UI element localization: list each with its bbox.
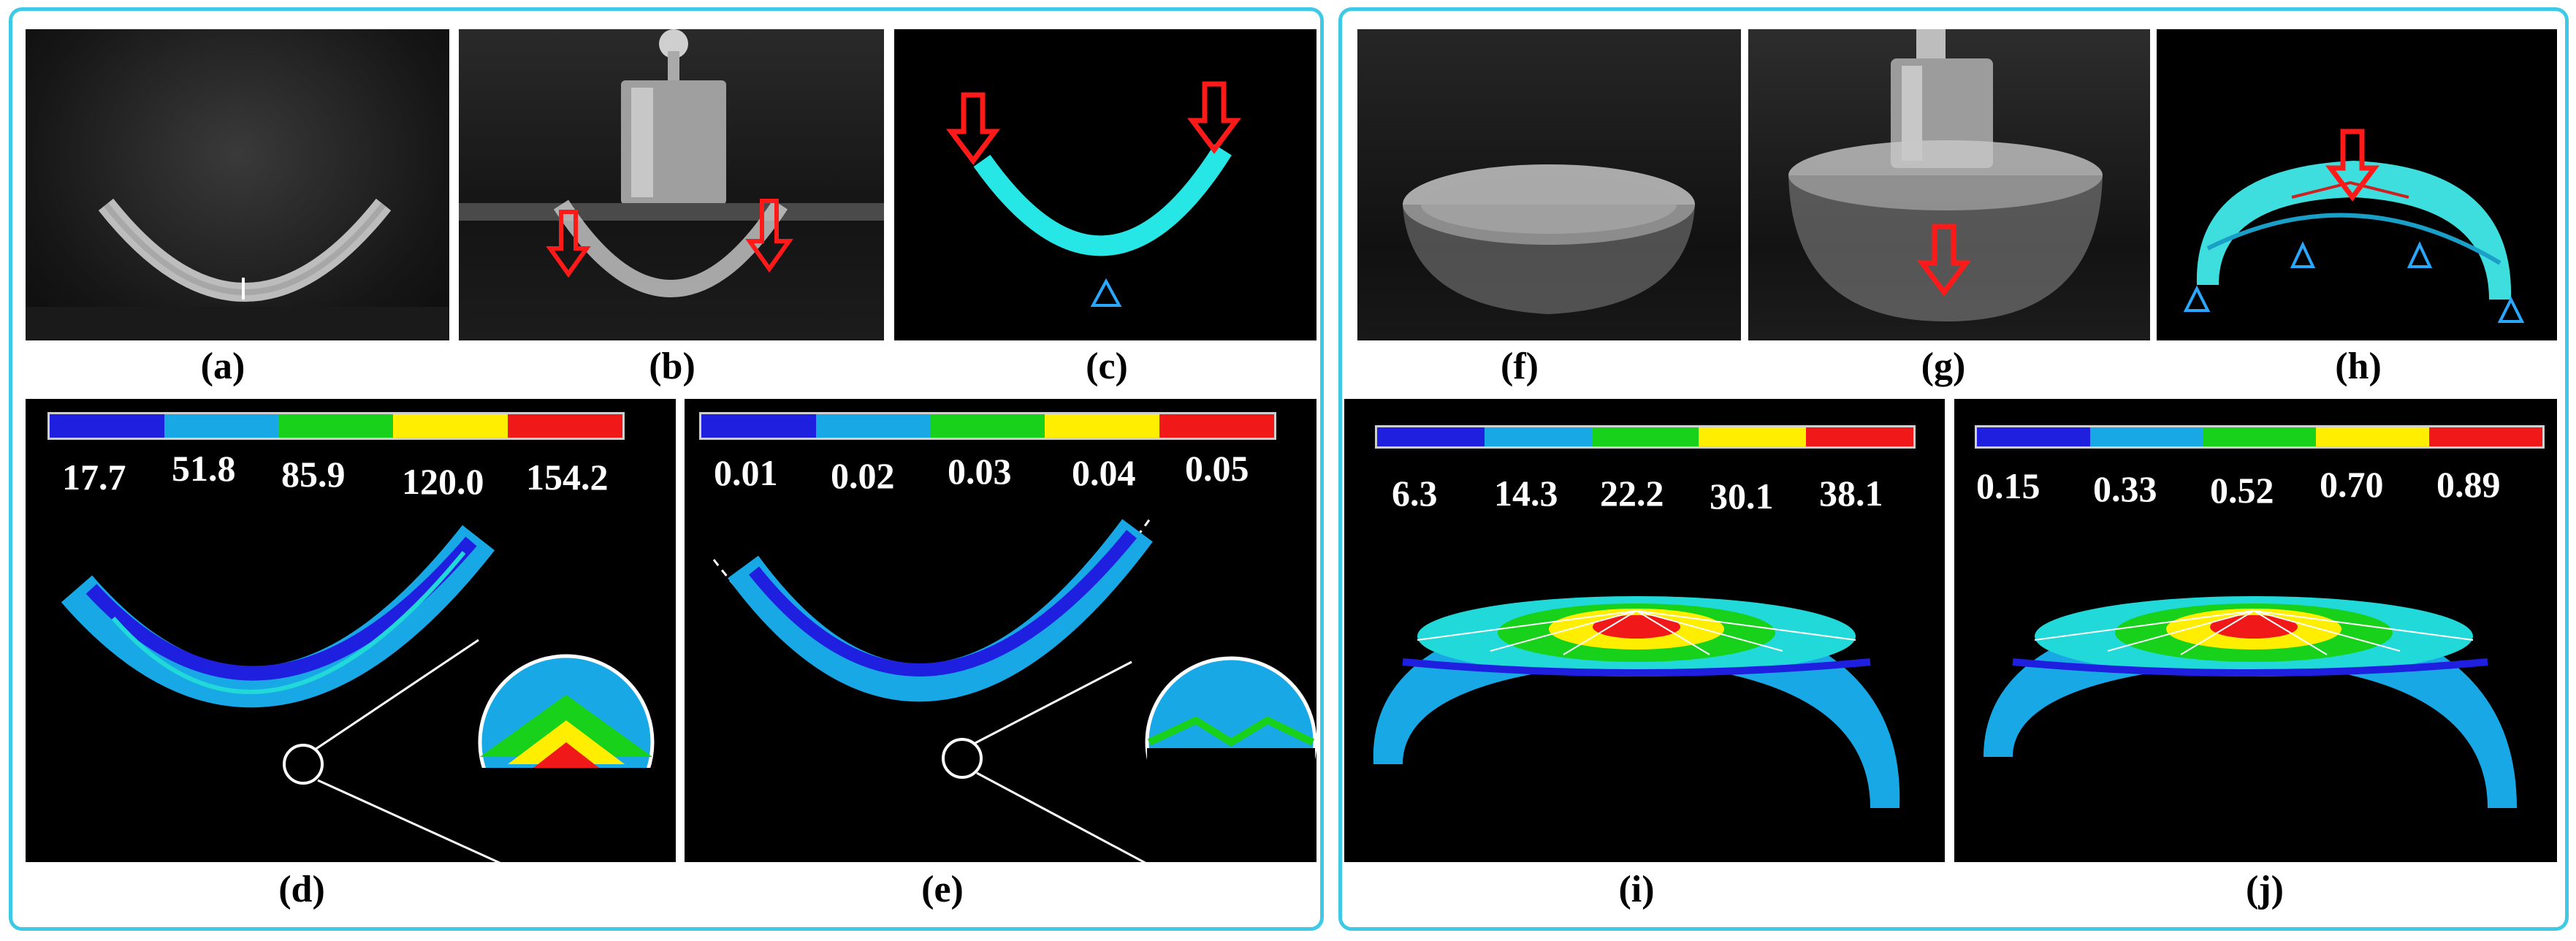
caption-g: (g) [1921, 346, 1966, 387]
u-shaped-displacement-contour [712, 515, 1316, 862]
colorbar-segment [1699, 427, 1807, 446]
colorbar-segment [2203, 427, 2317, 446]
dome-mesh-model [2183, 129, 2525, 323]
colorbar-e [699, 412, 1276, 440]
legend-e-tick-5: 0.05 [1185, 448, 1249, 489]
caption-i: (i) [1618, 869, 1655, 910]
photo-panel-f [1357, 29, 1741, 340]
colorbar-segment [50, 414, 164, 438]
fe-model-panel-c [894, 29, 1316, 340]
caption-b: (b) [649, 346, 696, 387]
colorbar-segment [1377, 427, 1485, 446]
caption-e: (e) [921, 869, 964, 910]
photo-panel-g [1748, 29, 2150, 340]
legend-j-tick-2: 0.33 [2093, 468, 2157, 509]
contour-panel-e: 0.01 0.02 0.03 0.04 0.05 [685, 399, 1316, 862]
legend-i-tick-1: 6.3 [1392, 473, 1438, 514]
caption-h: (h) [2335, 346, 2382, 387]
legend-i-tick-2: 14.3 [1494, 473, 1558, 514]
legend-d-tick-5: 154.2 [526, 457, 609, 498]
caption-j: (j) [2246, 869, 2284, 910]
dome-displacement-contour [1984, 596, 2517, 808]
legend-i-tick-4: 30.1 [1710, 476, 1774, 517]
colorbar-segment [1159, 414, 1274, 438]
legend-d-tick-4: 120.0 [402, 461, 484, 502]
legend-e-tick-2: 0.02 [831, 455, 895, 496]
legend-d-tick-3: 85.9 [281, 454, 346, 495]
colorbar-d [47, 412, 625, 440]
contour-panel-i: 6.3 14.3 22.2 30.1 38.1 [1344, 399, 1945, 862]
legend-j-tick-3: 0.52 [2210, 470, 2274, 511]
caption-a: (a) [200, 346, 245, 387]
u-shaped-specimen-image [26, 198, 449, 340]
legend-j-tick-5: 0.89 [2436, 464, 2501, 505]
legend-i-tick-3: 22.2 [1600, 473, 1664, 514]
colorbar-segment [2429, 427, 2542, 446]
fe-model-panel-h [2157, 29, 2557, 340]
loaded-dome-specimen-image [1788, 29, 2103, 321]
colorbar-segment [1806, 427, 1913, 446]
colorbar-i [1375, 425, 1916, 449]
colorbar-segment [2316, 427, 2430, 446]
colorbar-segment [2089, 427, 2203, 446]
dome-stress-contour [1373, 596, 1900, 808]
colorbar-segment [1591, 427, 1699, 446]
u-shaped-stress-contour [61, 525, 655, 862]
legend-j-tick-4: 0.70 [2320, 464, 2384, 505]
colorbar-segment [1484, 427, 1592, 446]
colorbar-segment [1977, 427, 2090, 446]
caption-f: (f) [1501, 346, 1539, 387]
left-figure-group [9, 7, 1324, 931]
caption-c: (c) [1086, 346, 1128, 387]
photo-panel-a [26, 29, 449, 340]
u-shaped-mesh-model [946, 81, 1241, 307]
colorbar-segment [278, 414, 394, 438]
contour-panel-d: 17.7 51.8 85.9 120.0 154.2 [26, 399, 676, 862]
colorbar-j [1975, 425, 2545, 449]
legend-e-tick-4: 0.04 [1072, 452, 1136, 493]
colorbar-segment [508, 414, 622, 438]
colorbar-segment [701, 414, 816, 438]
colorbar-segment [393, 414, 508, 438]
legend-e-tick-1: 0.01 [714, 452, 778, 493]
legend-d-tick-1: 17.7 [62, 457, 126, 498]
legend-j-tick-1: 0.15 [1976, 465, 2040, 506]
legend-i-tick-5: 38.1 [1819, 473, 1883, 514]
legend-d-tick-2: 51.8 [172, 448, 236, 489]
colorbar-segment [164, 414, 279, 438]
loaded-specimen-image [459, 29, 884, 297]
dome-specimen-image [1403, 164, 1695, 314]
right-figure-group [1338, 7, 2569, 931]
photo-panel-b [459, 29, 884, 340]
colorbar-segment [815, 414, 931, 438]
caption-d: (d) [278, 869, 325, 910]
colorbar-segment [930, 414, 1045, 438]
contour-panel-j: 0.15 0.33 0.52 0.70 0.89 [1954, 399, 2557, 862]
legend-e-tick-3: 0.03 [948, 451, 1012, 492]
colorbar-segment [1045, 414, 1160, 438]
